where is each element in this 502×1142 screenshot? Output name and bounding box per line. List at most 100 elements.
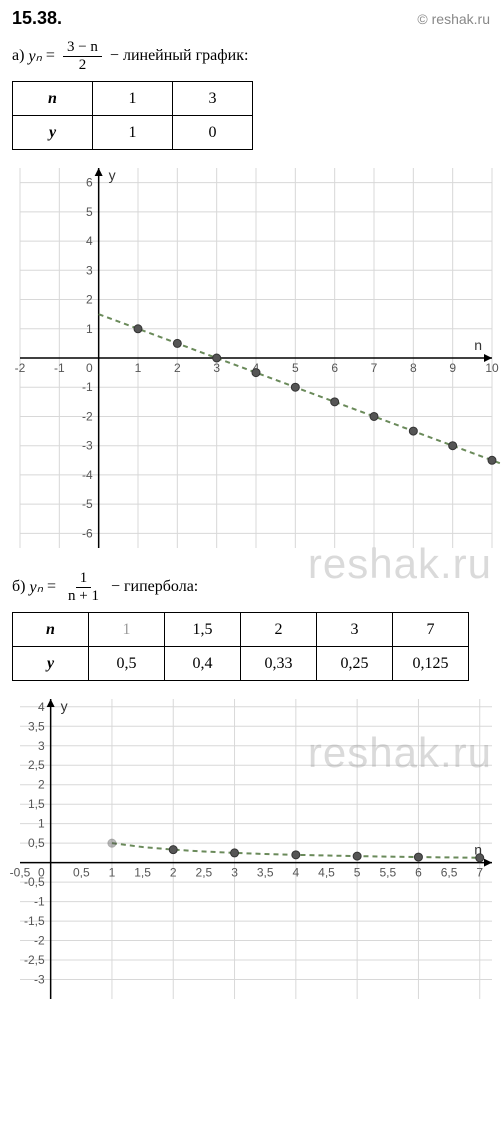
- svg-text:7: 7: [476, 866, 483, 880]
- eq-a: =: [46, 47, 55, 65]
- svg-text:6: 6: [86, 176, 93, 190]
- svg-text:4,5: 4,5: [318, 866, 335, 880]
- table-cell: 3: [173, 82, 253, 116]
- svg-text:5,5: 5,5: [379, 866, 396, 880]
- table-cell: 0,125: [393, 647, 469, 681]
- svg-text:7: 7: [371, 361, 378, 375]
- svg-text:0: 0: [38, 866, 45, 880]
- svg-text:3,5: 3,5: [28, 719, 45, 733]
- table-cell: 0: [173, 116, 253, 150]
- table-cell: 1: [89, 613, 165, 647]
- svg-text:-1,5: -1,5: [24, 914, 45, 928]
- var-a: yₙ: [28, 46, 41, 66]
- table-cell: n: [13, 82, 93, 116]
- table-a: n 1 3 y 1 0: [12, 81, 253, 150]
- eq-b: =: [47, 578, 56, 596]
- svg-text:2,5: 2,5: [28, 758, 45, 772]
- svg-text:8: 8: [410, 361, 417, 375]
- table-cell: 0,25: [317, 647, 393, 681]
- table-cell: n: [13, 613, 89, 647]
- table-cell: y: [13, 647, 89, 681]
- svg-text:0,5: 0,5: [28, 836, 45, 850]
- svg-text:2: 2: [86, 293, 93, 307]
- table-cell: 1: [93, 82, 173, 116]
- svg-text:-2: -2: [34, 934, 45, 948]
- table-cell: 1: [93, 116, 173, 150]
- fraction-a: 3 − n 2: [63, 39, 102, 73]
- svg-text:1,5: 1,5: [28, 797, 45, 811]
- svg-text:4: 4: [293, 866, 300, 880]
- svg-text:0,5: 0,5: [73, 866, 90, 880]
- table-cell: y: [13, 116, 93, 150]
- svg-text:-2: -2: [82, 409, 93, 423]
- svg-text:-1: -1: [54, 361, 65, 375]
- svg-text:4: 4: [86, 234, 93, 248]
- formula-a: а) yₙ = 3 − n 2 − линейный график:: [0, 33, 502, 81]
- table-cell: 0,33: [241, 647, 317, 681]
- svg-text:1: 1: [109, 866, 116, 880]
- table-row: y 1 0: [13, 116, 253, 150]
- svg-text:-3: -3: [34, 973, 45, 987]
- svg-text:y: y: [61, 698, 68, 714]
- table-row: y 0,5 0,4 0,33 0,25 0,125: [13, 647, 469, 681]
- desc-b: гипербола:: [124, 578, 198, 596]
- svg-text:4: 4: [38, 700, 45, 714]
- fraction-b: 1 n + 1: [64, 570, 103, 604]
- svg-text:-3: -3: [82, 439, 93, 453]
- frac-num-a: 3 − n: [63, 39, 102, 57]
- chart-a: -2-112345678910-6-5-4-3-2-1123456ny0: [0, 158, 502, 558]
- part-a-label: а): [12, 47, 24, 65]
- svg-text:1,5: 1,5: [134, 866, 151, 880]
- svg-text:5: 5: [86, 205, 93, 219]
- svg-text:1: 1: [135, 361, 142, 375]
- svg-text:-1: -1: [34, 895, 45, 909]
- svg-text:3,5: 3,5: [257, 866, 274, 880]
- svg-text:3: 3: [213, 361, 220, 375]
- chart-b-wrap: -0,50,511,522,533,544,555,566,57-3-2,5-2…: [0, 689, 502, 1009]
- chart-b: -0,50,511,522,533,544,555,566,57-3-2,5-2…: [0, 689, 502, 1009]
- part-b-label: б): [12, 578, 25, 596]
- frac-den-a: 2: [75, 57, 91, 74]
- svg-text:1: 1: [38, 817, 45, 831]
- svg-text:6: 6: [331, 361, 338, 375]
- formula-b: б) yₙ = 1 n + 1 − гипербола:: [0, 564, 502, 612]
- svg-text:6: 6: [415, 866, 422, 880]
- page-header: 15.38. © reshak.ru: [0, 0, 502, 33]
- svg-text:2,5: 2,5: [196, 866, 213, 880]
- frac-num-b: 1: [76, 570, 92, 588]
- svg-text:-1: -1: [82, 380, 93, 394]
- svg-text:-5: -5: [82, 497, 93, 511]
- svg-text:9: 9: [449, 361, 456, 375]
- table-cell: 0,4: [165, 647, 241, 681]
- svg-text:1: 1: [86, 322, 93, 336]
- svg-text:3: 3: [86, 263, 93, 277]
- svg-text:3: 3: [38, 739, 45, 753]
- table-row: n 1 1,5 2 3 7: [13, 613, 469, 647]
- table-row: n 1 3: [13, 82, 253, 116]
- svg-text:2: 2: [170, 866, 177, 880]
- svg-text:y: y: [109, 167, 116, 183]
- dash-a: −: [110, 47, 119, 65]
- svg-text:2: 2: [38, 778, 45, 792]
- var-b: yₙ: [29, 577, 42, 597]
- table-cell: 0,5: [89, 647, 165, 681]
- svg-text:6,5: 6,5: [441, 866, 458, 880]
- dash-b: −: [111, 578, 120, 596]
- desc-a: линейный график:: [123, 47, 248, 65]
- svg-text:-4: -4: [82, 468, 93, 482]
- source-label: © reshak.ru: [417, 11, 490, 27]
- problem-number: 15.38.: [12, 8, 62, 29]
- svg-text:2: 2: [174, 361, 181, 375]
- svg-text:-6: -6: [82, 526, 93, 540]
- svg-text:3: 3: [231, 866, 238, 880]
- svg-text:-2: -2: [15, 361, 26, 375]
- chart-a-wrap: -2-112345678910-6-5-4-3-2-1123456ny0: [0, 158, 502, 558]
- table-b: n 1 1,5 2 3 7 y 0,5 0,4 0,33 0,25 0,125: [12, 612, 469, 681]
- svg-text:5: 5: [292, 361, 299, 375]
- table-cell: 1,5: [165, 613, 241, 647]
- frac-den-b: n + 1: [64, 588, 103, 605]
- svg-text:n: n: [474, 337, 482, 353]
- table-cell: 3: [317, 613, 393, 647]
- svg-text:5: 5: [354, 866, 361, 880]
- table-cell: 7: [393, 613, 469, 647]
